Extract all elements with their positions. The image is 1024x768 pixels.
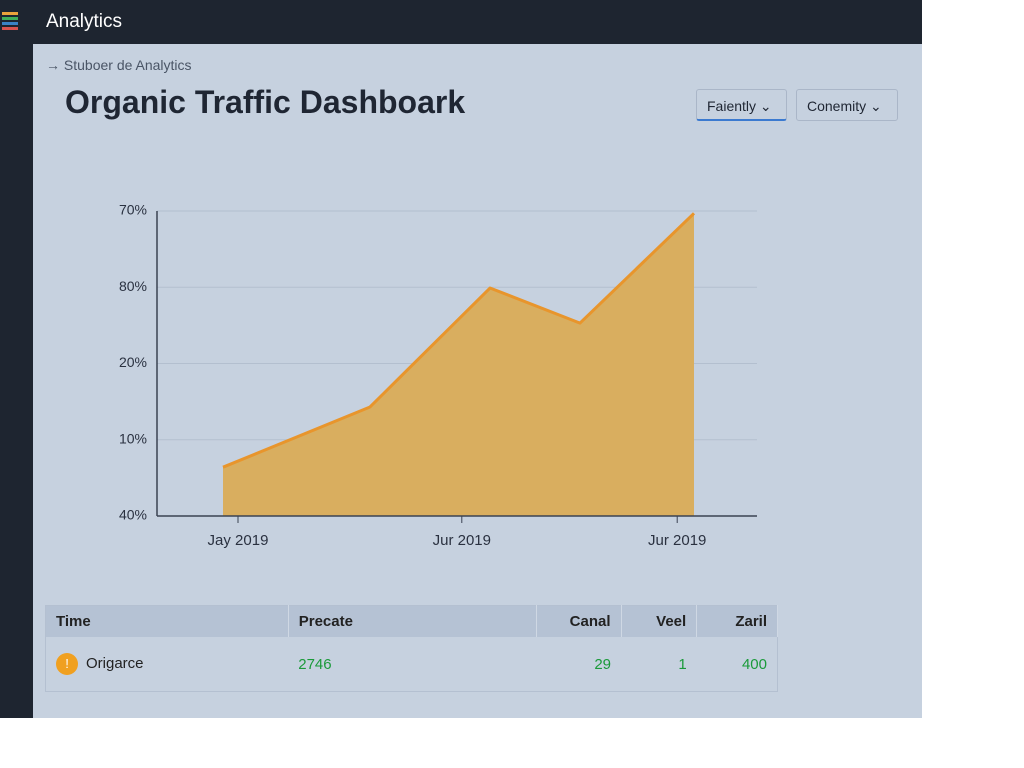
y-tick-label: 80% [119,278,147,294]
cell-text: Origarce [86,654,144,672]
table-row: ! Origarce 2746 29 1 400 [46,637,778,692]
page-title: Organic Traffic Dashboark [65,84,466,120]
x-tick-label: Jur 2019 [648,532,706,549]
cell-text: 400 [741,655,767,673]
y-tick-label: 70% [119,202,147,218]
cell-text: 1 [678,655,687,673]
column-header: Zaril [696,605,778,637]
data-table: Time Precate Canal Veel Zaril! Origarce 2746 29… [45,605,778,692]
sidebar [0,0,33,718]
line [222,212,696,469]
x-tick-label: Jur 2019 [433,532,491,549]
app-name: Analytics [33,0,922,44]
x-tick-label: Jay 2019 [208,532,269,549]
breadcrumb[interactable]: → Stuboer de Analytics [46,57,192,73]
dropdown-label[interactable]: Faiently [707,98,757,114]
area [223,213,694,516]
column-header: Canal [536,605,622,637]
cell-text: 2746 [298,655,332,673]
dropdown[interactable]: Faiently ⌄ [696,89,787,121]
dropdown-label[interactable]: Conemity [807,98,867,114]
column-header: Precate [288,605,538,637]
table-cell: 400 [697,637,778,692]
table-cell: 29 [537,637,621,692]
breadcrumb-text[interactable]: Stuboer de Analytics [63,57,192,73]
table-cell: 1 [621,637,697,692]
table-cell: 2746 [288,637,537,692]
dropdown[interactable]: Conemity ⌄ [796,89,898,121]
y-tick-label: 10% [119,430,147,446]
cell-text: 29 [594,655,612,673]
column-header: Veel [621,605,698,637]
table-cell: ! Origarce [46,637,289,692]
row-icon: ! [56,653,78,675]
y-tick-label: 20% [119,354,147,370]
y-tick-label: 40% [119,507,147,523]
column-header: Time [45,605,289,637]
